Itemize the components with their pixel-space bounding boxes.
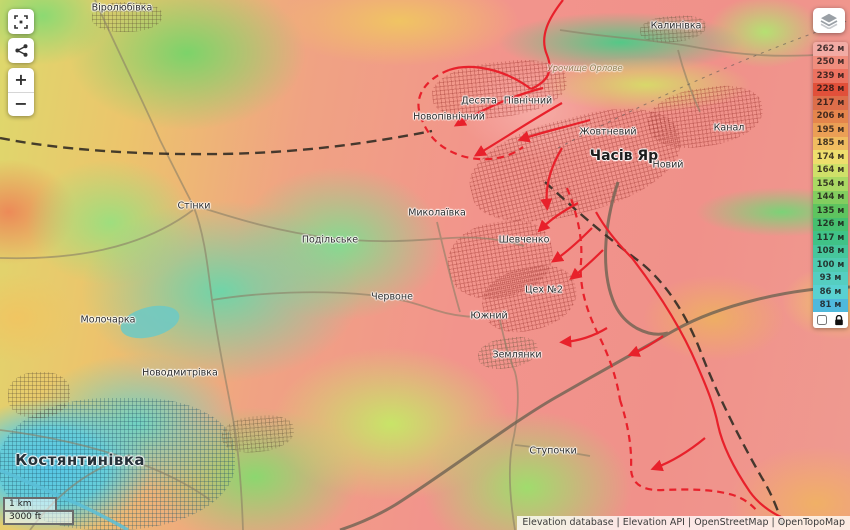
elevation-legend-footer [813,312,848,328]
scale-imperial: 3000 ft [3,510,74,525]
share-icon [14,44,27,57]
legend-item: 86 м [813,285,848,299]
legend-item: 250 м [813,55,848,69]
legend-item: 144 м [813,190,848,204]
legend-item: 126 м [813,217,848,231]
legend-item: 108 м [813,244,848,258]
legend-item: 228 м [813,82,848,96]
legend-item: 81 м [813,298,848,312]
legend-item: 217 м [813,96,848,110]
fullscreen-button[interactable] [8,9,34,34]
attribution-bar: Elevation database | Elevation API | Ope… [517,516,850,530]
zoom-control: + − [8,68,34,116]
legend-item: 93 м [813,271,848,285]
legend-item: 164 м [813,163,848,177]
legend-item: 154 м [813,177,848,191]
legend-item: 262 м [813,42,848,56]
zoom-in-button[interactable]: + [14,69,28,89]
elevation-legend-items: 262 м 250 м 239 м 228 м 217 м 206 м 195 м 185 м… [813,42,848,312]
legend-item: 239 м [813,69,848,83]
legend-item: 174 м [813,150,848,164]
legend-item: 185 м [813,136,848,150]
legend-item: 206 м [813,109,848,123]
zoom-divider [8,91,34,93]
legend-item: 117 м [813,231,848,245]
fullscreen-icon [14,14,28,29]
lock-icon[interactable] [834,314,844,326]
scale-control: 1 km 3000 ft [3,497,74,525]
layers-button[interactable] [813,8,845,33]
legend-item: 100 м [813,258,848,272]
attribution-links[interactable]: Elevation database | Elevation API | Ope… [522,517,845,528]
legend-checkbox[interactable] [817,315,827,325]
legend-item: 135 м [813,204,848,218]
layers-icon [820,13,838,29]
elevation-legend: 262 м 250 м 239 м 228 м 217 м 206 м 195 м 185 м… [813,42,848,328]
scale-metric: 1 km [3,497,57,510]
legend-item: 195 м [813,123,848,137]
share-button[interactable] [8,38,34,63]
zoom-out-button[interactable]: − [14,94,28,114]
